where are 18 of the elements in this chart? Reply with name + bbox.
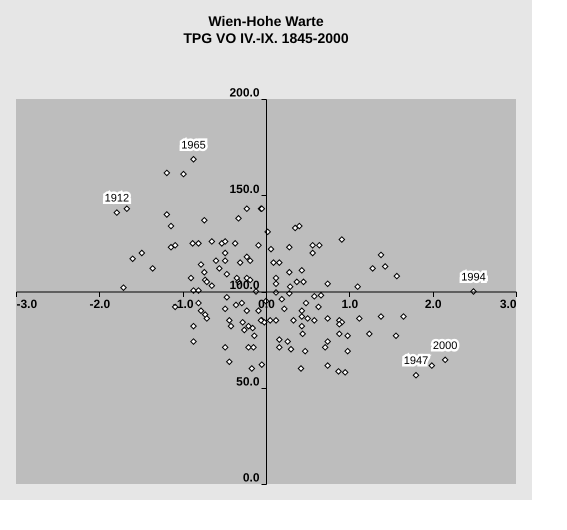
x-tick-label: 1.0 bbox=[341, 297, 358, 311]
y-tick-label: 50.0 bbox=[236, 374, 260, 388]
x-tick-label: -3.0 bbox=[16, 297, 38, 311]
chart-subtitle: TPG VO IV.-IX. 1845-2000 bbox=[183, 30, 349, 46]
annotation: 1965 bbox=[181, 139, 206, 152]
x-tick-label: 3.0 bbox=[500, 297, 517, 311]
annotation: 1912 bbox=[104, 192, 130, 205]
annotation: 1994 bbox=[461, 272, 486, 284]
y-tick-label: 0.0 bbox=[242, 470, 260, 484]
x-tick-label: -1.0 bbox=[172, 297, 194, 311]
x-tick-label: -2.0 bbox=[89, 297, 110, 311]
annotation: 1947 bbox=[404, 355, 428, 368]
annotation: 2000 bbox=[432, 340, 458, 352]
y-tick-label: 100.0 bbox=[229, 278, 260, 292]
y-tick-label: 200.0 bbox=[229, 86, 260, 100]
chart-title: Wien-Hohe Warte bbox=[208, 13, 324, 29]
y-tick-label: 150.0 bbox=[229, 182, 260, 196]
x-tick-label: 2.0 bbox=[424, 297, 442, 311]
